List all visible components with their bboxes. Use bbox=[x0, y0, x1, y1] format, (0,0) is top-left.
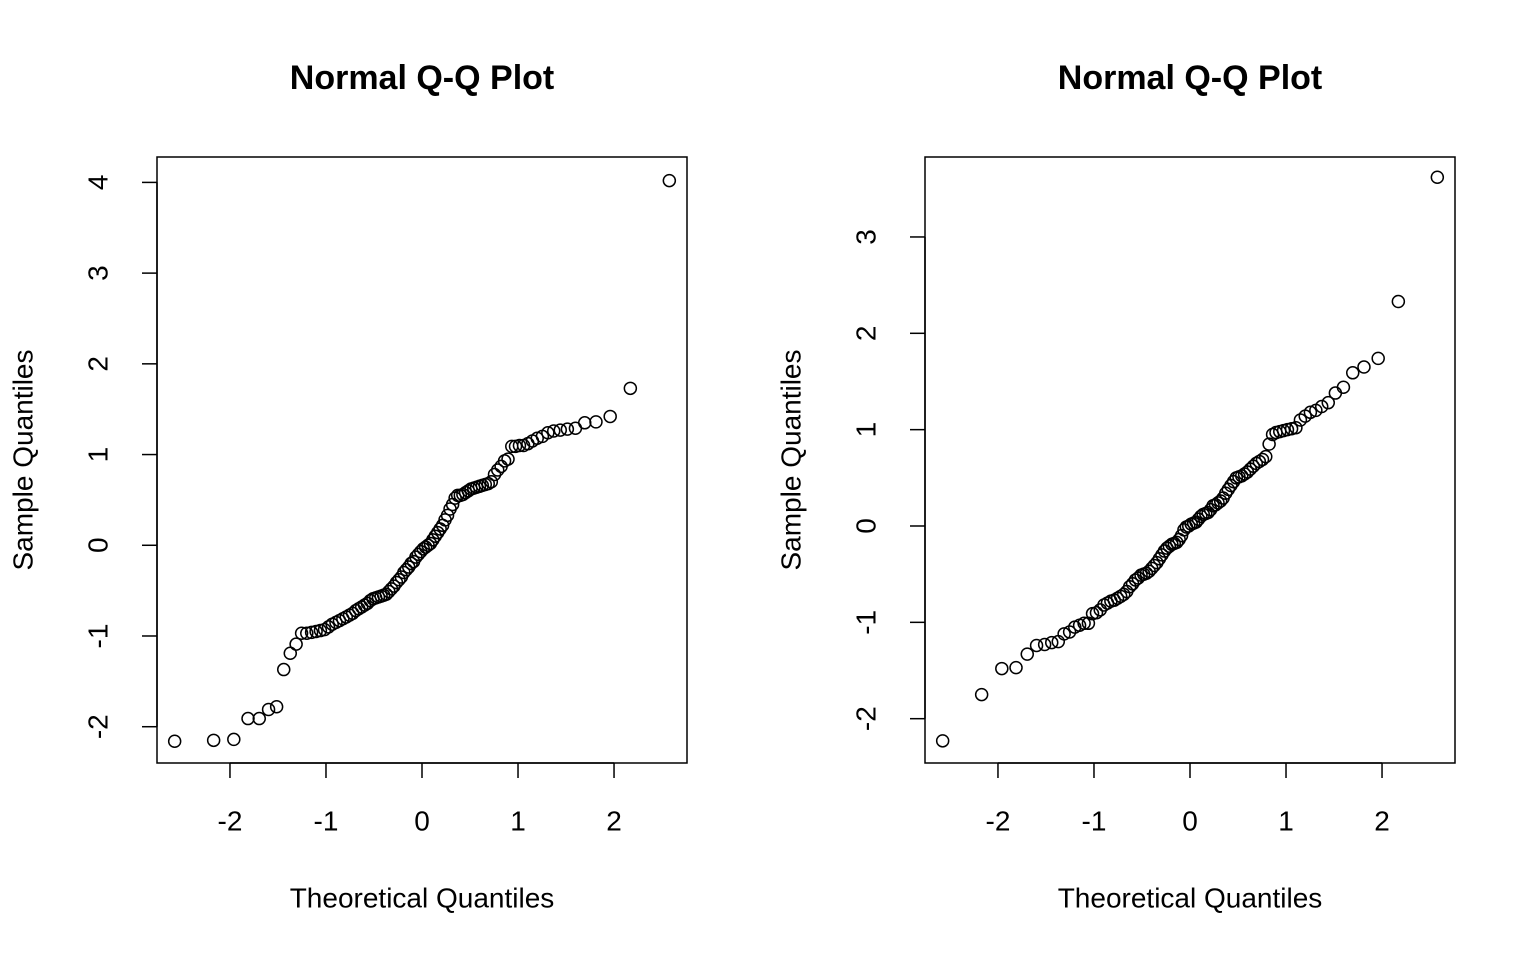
point bbox=[1391, 294, 1406, 309]
point bbox=[1044, 635, 1059, 650]
point bbox=[252, 711, 267, 726]
point bbox=[1328, 386, 1343, 400]
chart-title: Normal Q-Q Plot bbox=[1058, 59, 1322, 97]
point bbox=[974, 687, 989, 702]
point bbox=[1255, 452, 1270, 467]
point bbox=[392, 572, 406, 587]
x-tick-label: -1 bbox=[1082, 805, 1107, 836]
x-tick-label: -2 bbox=[986, 805, 1011, 836]
x-tick-label: 1 bbox=[1278, 805, 1294, 836]
point bbox=[1020, 647, 1035, 661]
point bbox=[1211, 496, 1225, 510]
point bbox=[1357, 360, 1371, 374]
point bbox=[603, 409, 617, 424]
y-tick-label: 0 bbox=[850, 518, 881, 534]
point bbox=[512, 438, 527, 453]
y-tick-label: -1 bbox=[82, 624, 113, 649]
point bbox=[546, 424, 561, 438]
point bbox=[1077, 616, 1091, 631]
point bbox=[1147, 558, 1162, 573]
point bbox=[426, 533, 440, 547]
point bbox=[276, 662, 291, 677]
point bbox=[1430, 170, 1445, 184]
point bbox=[1155, 548, 1169, 562]
point bbox=[1157, 544, 1172, 558]
point bbox=[1321, 395, 1336, 410]
plot-box bbox=[924, 156, 1456, 764]
point bbox=[484, 475, 499, 489]
point bbox=[1201, 505, 1215, 520]
point bbox=[430, 525, 445, 540]
y-tick-label: 0 bbox=[82, 537, 113, 553]
y-tick-label: 2 bbox=[82, 356, 113, 372]
point bbox=[304, 625, 319, 640]
point bbox=[1089, 605, 1104, 620]
x-axis-label: Theoretical Quantiles bbox=[1058, 882, 1323, 913]
point bbox=[560, 422, 575, 436]
point bbox=[206, 733, 221, 748]
y-tick-label: -1 bbox=[850, 610, 881, 635]
point bbox=[269, 700, 284, 714]
point bbox=[321, 620, 336, 634]
point bbox=[481, 476, 495, 491]
point bbox=[541, 426, 555, 440]
y-tick-label: 3 bbox=[850, 229, 881, 245]
x-tick-label: -1 bbox=[314, 805, 339, 836]
y-axis-label: Sample Quantiles bbox=[775, 349, 806, 570]
y-tick-label: 3 bbox=[82, 265, 113, 281]
x-tick-label: 2 bbox=[606, 805, 622, 836]
point bbox=[1289, 420, 1303, 435]
point bbox=[1371, 351, 1385, 366]
y-tick-label: 2 bbox=[850, 326, 881, 342]
point bbox=[1303, 405, 1318, 420]
point bbox=[935, 734, 950, 748]
y-tick-label: 4 bbox=[82, 175, 113, 191]
point bbox=[440, 508, 455, 523]
point bbox=[1336, 380, 1351, 395]
point bbox=[1314, 399, 1329, 414]
x-tick-label: -2 bbox=[218, 805, 243, 836]
x-tick-label: 0 bbox=[414, 805, 430, 836]
point bbox=[300, 626, 314, 641]
point bbox=[289, 637, 303, 651]
point bbox=[1259, 449, 1273, 464]
point bbox=[1170, 535, 1184, 550]
point bbox=[261, 702, 276, 717]
y-axis-label: Sample Quantiles bbox=[7, 349, 38, 570]
y-tick-label: 1 bbox=[850, 422, 881, 438]
point bbox=[241, 711, 255, 726]
point bbox=[491, 463, 505, 477]
y-tick-label: 1 bbox=[82, 447, 113, 463]
y-tick-label: -2 bbox=[850, 706, 881, 731]
point bbox=[167, 734, 182, 748]
point bbox=[1029, 638, 1044, 653]
point bbox=[995, 661, 1009, 676]
point bbox=[1057, 627, 1071, 641]
point bbox=[623, 381, 638, 396]
point bbox=[294, 626, 309, 641]
point bbox=[577, 416, 592, 430]
point bbox=[1345, 366, 1360, 380]
chart-title: Normal Q-Q Plot bbox=[290, 59, 554, 97]
x-axis-label: Theoretical Quantiles bbox=[290, 882, 555, 913]
point bbox=[501, 452, 515, 466]
point bbox=[283, 646, 298, 660]
point bbox=[1262, 437, 1276, 451]
point bbox=[1107, 593, 1121, 607]
point bbox=[428, 529, 442, 543]
point bbox=[423, 536, 438, 551]
point bbox=[227, 732, 241, 747]
x-tick-label: 0 bbox=[1182, 805, 1198, 836]
y-tick-label: -2 bbox=[82, 714, 113, 739]
x-tick-label: 1 bbox=[510, 805, 526, 836]
point bbox=[662, 173, 677, 188]
point bbox=[1009, 660, 1023, 675]
point bbox=[1037, 637, 1052, 652]
x-tick-label: 2 bbox=[1374, 805, 1390, 836]
point bbox=[553, 423, 568, 437]
point bbox=[589, 415, 603, 429]
point bbox=[1293, 413, 1308, 427]
plot-box bbox=[156, 156, 688, 764]
